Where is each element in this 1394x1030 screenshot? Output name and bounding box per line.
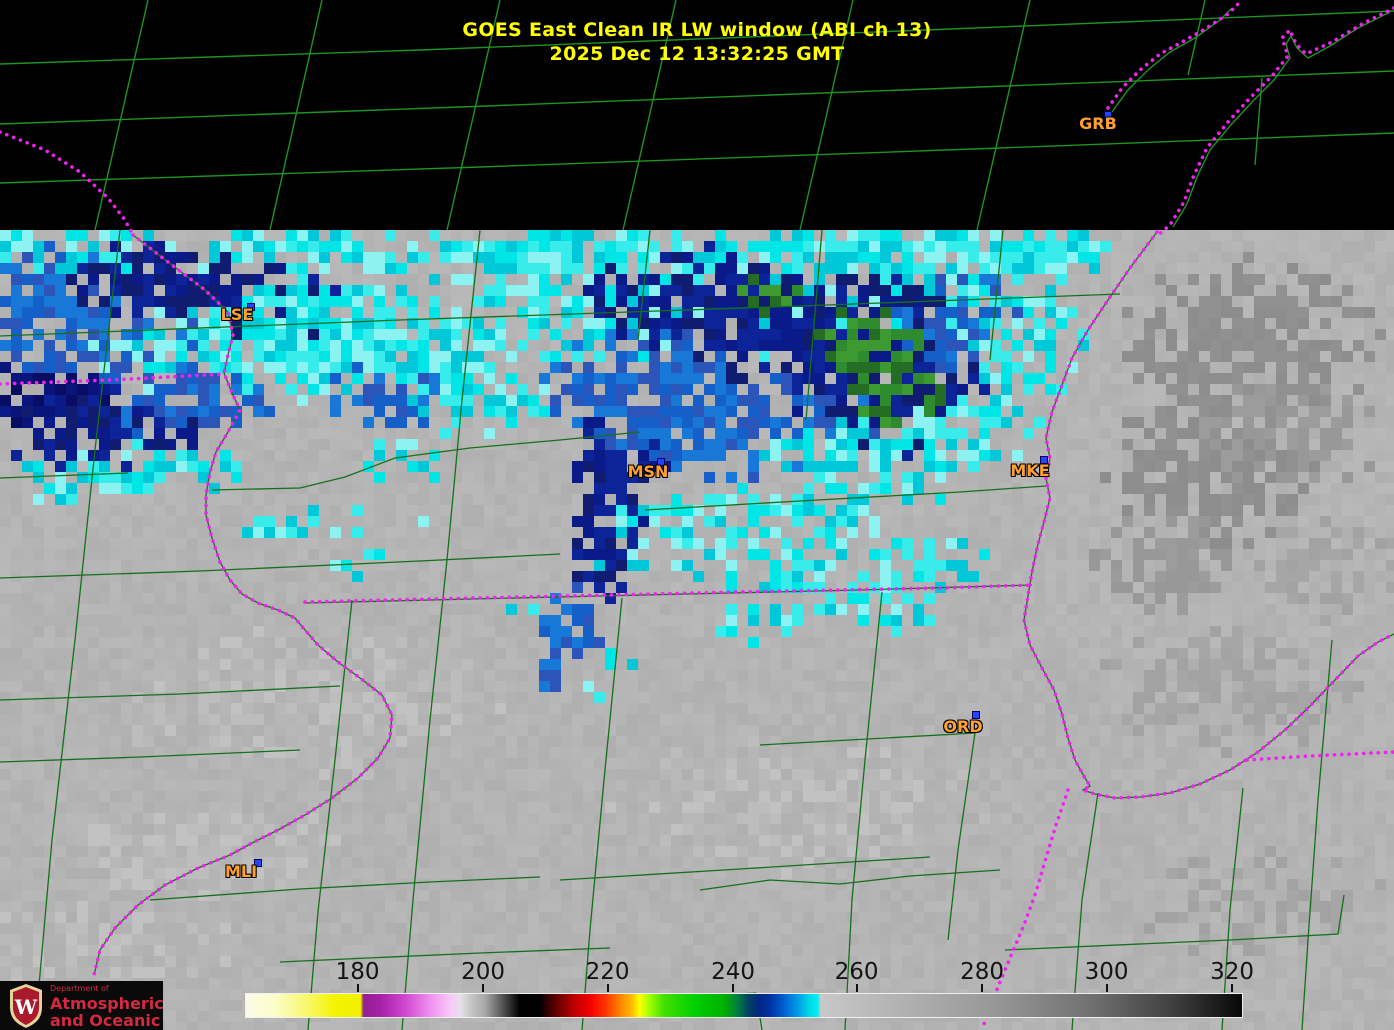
station-label-msn: MSN	[627, 462, 669, 481]
station-label-ord: ORD	[943, 717, 983, 736]
svg-text:W: W	[14, 995, 38, 1019]
state-borders	[303, 583, 1034, 604]
county-lines-land	[1023, 231, 1394, 799]
state-borders	[0, 130, 135, 237]
county-lines-sky	[0, 70, 1394, 125]
colorbar-tick-label: 200	[461, 959, 505, 985]
county-lines-land	[644, 485, 1047, 511]
county-lines-land	[0, 749, 301, 763]
title-line-1: GOES East Clean IR LW window (ABI ch 13)	[462, 19, 932, 41]
county-lines-sky	[446, 0, 501, 231]
colorbar-tick-label: 320	[1210, 959, 1254, 985]
colorbar-tick-label: 300	[1084, 959, 1129, 985]
station-dot-mli	[254, 859, 262, 867]
colorbar-tick-mark	[855, 984, 858, 992]
county-lines-land	[947, 732, 976, 941]
county-lines-land	[559, 856, 931, 881]
county-lines-land	[805, 229, 823, 421]
colorbar-tick-mark	[1105, 984, 1108, 992]
station-label-mke: MKE	[1010, 461, 1050, 480]
county-lines-land	[844, 591, 883, 1030]
uw-crest-icon: W	[10, 984, 42, 1028]
county-lines-sky	[269, 0, 323, 231]
colorbar-tick-label: 220	[585, 959, 630, 985]
county-lines-land	[307, 599, 353, 1030]
station-dot-lse	[247, 303, 255, 311]
logo-line-1: Atmospheric	[50, 994, 164, 1013]
station-label-grb: GRB	[1079, 114, 1117, 133]
state-borders	[1106, 0, 1242, 110]
county-lines-land	[1071, 792, 1099, 1030]
county-lines-land	[149, 876, 541, 901]
county-lines-land	[759, 732, 976, 746]
county-lines-land	[0, 553, 561, 579]
station-label-mli: MLI	[224, 862, 258, 881]
colorbar-tick-mark	[732, 984, 735, 992]
logo-line-2: and Oceanic Sciences	[50, 1011, 161, 1030]
state-borders	[92, 233, 394, 977]
county-lines-land	[637, 229, 651, 341]
state-borders	[1022, 230, 1394, 800]
county-lines-land	[581, 597, 623, 1030]
temperature-colorbar	[245, 993, 1243, 1018]
county-lines-land	[0, 685, 341, 701]
county-lines-land	[211, 431, 641, 491]
colorbar-tick-mark	[981, 984, 984, 992]
colorbar-tick-mark	[1231, 984, 1234, 992]
county-lines-land	[989, 229, 1004, 361]
station-dot-ord	[972, 711, 980, 719]
county-lines-land	[0, 472, 129, 479]
uw-aos-logo: W Department of Atmospheric and Oceanic …	[0, 981, 164, 1030]
station-label-lse: LSE	[220, 305, 254, 324]
colorbar-tick-label: 260	[834, 959, 879, 985]
colorbar-tick-mark	[606, 984, 609, 992]
logo-text: Department of Atmospheric and Oceanic Sc…	[50, 985, 164, 1030]
county-lines-land	[1221, 787, 1244, 1030]
county-lines-sky	[0, 10, 1394, 65]
colorbar-tick-label: 240	[711, 959, 755, 985]
title-line-2: 2025 Dec 12 13:32:25 GMT	[549, 43, 845, 65]
county-lines-land	[34, 229, 121, 1030]
station-dot-msn	[657, 458, 665, 466]
county-lines-land	[401, 229, 481, 1030]
county-lines-land	[0, 293, 1121, 337]
state-borders	[1245, 750, 1394, 762]
ir-imagery-canvas	[0, 230, 1394, 1030]
colorbar-tick-mark	[356, 984, 359, 992]
county-lines-land	[1301, 639, 1333, 1030]
colorbar-tick-label: 280	[960, 959, 1004, 985]
county-lines-land	[279, 947, 611, 963]
county-lines-land	[699, 869, 1001, 891]
county-lines-land	[1004, 894, 1345, 951]
colorbar-tick-mark	[482, 984, 485, 992]
station-dot-grb	[1104, 111, 1112, 119]
station-dot-mke	[1040, 456, 1048, 464]
state-borders	[0, 372, 226, 386]
logo-dept-line: Department of	[50, 984, 109, 993]
county-lines-sky	[799, 0, 854, 231]
county-lines-sky	[0, 132, 1394, 184]
county-lines-sky	[976, 0, 1031, 231]
county-lines-sky	[622, 0, 677, 231]
image-title: GOES East Clean IR LW window (ABI ch 13)…	[0, 18, 1394, 66]
county-lines-sky	[1172, 11, 1391, 228]
county-lines-sky	[94, 0, 149, 231]
colorbar-tick-label: 180	[335, 959, 380, 985]
